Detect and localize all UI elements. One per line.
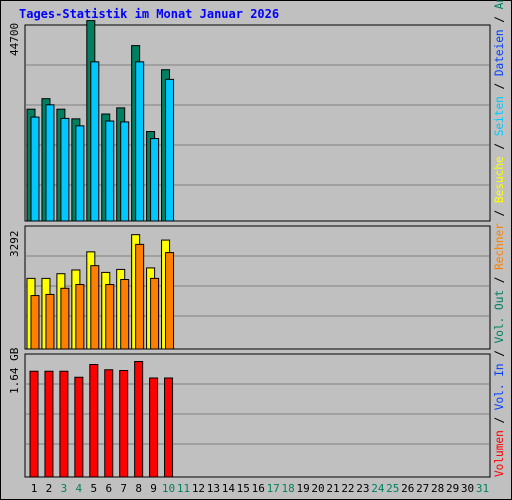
x-tick-label: 2 bbox=[46, 482, 53, 495]
legend-entry: Dateien bbox=[493, 29, 506, 76]
rechner-bar bbox=[45, 293, 55, 350]
volumen-bar bbox=[44, 370, 54, 478]
x-tick-label: 31 bbox=[476, 482, 489, 495]
panel-2-ymax-label: 3292 bbox=[8, 231, 21, 258]
legend-entry: / bbox=[493, 76, 506, 96]
legend-entry: / bbox=[493, 136, 506, 156]
seiten-bar bbox=[45, 104, 55, 222]
rechner-bar bbox=[105, 284, 115, 350]
x-tick-label: 19 bbox=[296, 482, 309, 495]
seiten-bar bbox=[75, 125, 85, 222]
x-tick-label: 20 bbox=[311, 482, 324, 495]
legend-entry: / bbox=[493, 410, 506, 430]
volumen-bar bbox=[164, 377, 174, 478]
x-tick-label: 18 bbox=[282, 482, 295, 495]
legend-entry: / bbox=[493, 270, 506, 290]
rechner-bar bbox=[150, 277, 160, 350]
x-tick-label: 4 bbox=[76, 482, 83, 495]
x-tick-label: 22 bbox=[341, 482, 354, 495]
x-tick-label: 14 bbox=[222, 482, 236, 495]
x-tick-label: 25 bbox=[386, 482, 399, 495]
seiten-bar bbox=[135, 61, 145, 222]
seiten-bar bbox=[165, 78, 175, 222]
seiten-bar bbox=[90, 61, 100, 222]
panel-3-ymax-label: 1.64 GB bbox=[8, 347, 21, 394]
x-tick-label: 11 bbox=[177, 482, 190, 495]
volumen-bar bbox=[74, 376, 84, 478]
x-tick-label: 15 bbox=[237, 482, 250, 495]
rechner-bar bbox=[90, 265, 100, 350]
volumen-bar bbox=[149, 377, 159, 478]
volumen-bar bbox=[89, 364, 99, 478]
seiten-bar bbox=[30, 116, 40, 222]
legend-entry: Vol. Out bbox=[493, 290, 506, 343]
rechner-bar bbox=[30, 295, 40, 350]
x-tick-label: 21 bbox=[326, 482, 339, 495]
volumen-bar bbox=[104, 369, 114, 478]
x-tick-label: 29 bbox=[446, 482, 459, 495]
volumen-bar bbox=[134, 361, 144, 478]
rechner-bar bbox=[75, 284, 85, 350]
volumen-bar bbox=[29, 370, 39, 478]
x-tick-label: 17 bbox=[267, 482, 280, 495]
seiten-bar bbox=[120, 121, 130, 222]
x-tick-label: 26 bbox=[401, 482, 414, 495]
chart-title: Tages-Statistik im Monat Januar 2026 bbox=[19, 7, 280, 21]
seiten-bar bbox=[105, 120, 115, 222]
x-tick-label: 9 bbox=[150, 482, 157, 495]
panel-3-area bbox=[24, 353, 491, 478]
legend-entry: Seiten bbox=[493, 96, 506, 136]
legend-entry: Vol. In bbox=[493, 363, 506, 410]
legend-entry: / bbox=[493, 343, 506, 363]
volumen-bar bbox=[119, 370, 129, 478]
legend-entry: Anfragen bbox=[493, 0, 506, 9]
x-tick-label: 1 bbox=[31, 482, 38, 495]
x-tick-label: 5 bbox=[90, 482, 97, 495]
seiten-bar bbox=[60, 117, 70, 222]
x-tick-label: 13 bbox=[207, 482, 220, 495]
x-tick-label: 30 bbox=[461, 482, 474, 495]
x-tick-label: 27 bbox=[416, 482, 429, 495]
rechner-bar bbox=[60, 287, 70, 350]
rechner-bar bbox=[165, 252, 175, 350]
right-legend: Volumen / Vol. In / Vol. Out / Rechner /… bbox=[493, 0, 506, 477]
x-tick-label: 7 bbox=[120, 482, 127, 495]
seiten-bar bbox=[150, 138, 160, 222]
x-tick-label: 16 bbox=[252, 482, 265, 495]
x-tick-label: 12 bbox=[192, 482, 205, 495]
x-tick-label: 23 bbox=[356, 482, 369, 495]
x-tick-label: 3 bbox=[61, 482, 68, 495]
x-tick-label: 6 bbox=[105, 482, 112, 495]
legend-entry: / bbox=[493, 9, 506, 29]
panel-1-ymax-label: 44700 bbox=[8, 23, 21, 56]
rechner-bar bbox=[120, 279, 130, 350]
legend-entry: Rechner bbox=[493, 223, 506, 270]
x-tick-label: 28 bbox=[431, 482, 444, 495]
legend-entry: Besuche bbox=[493, 156, 506, 203]
rechner-bar bbox=[135, 243, 145, 350]
x-tick-label: 24 bbox=[371, 482, 385, 495]
legend-entry: Volumen bbox=[493, 430, 506, 477]
volumen-bar bbox=[59, 370, 69, 478]
x-tick-label: 10 bbox=[162, 482, 175, 495]
x-tick-label: 8 bbox=[135, 482, 142, 495]
legend-entry: / bbox=[493, 203, 506, 223]
